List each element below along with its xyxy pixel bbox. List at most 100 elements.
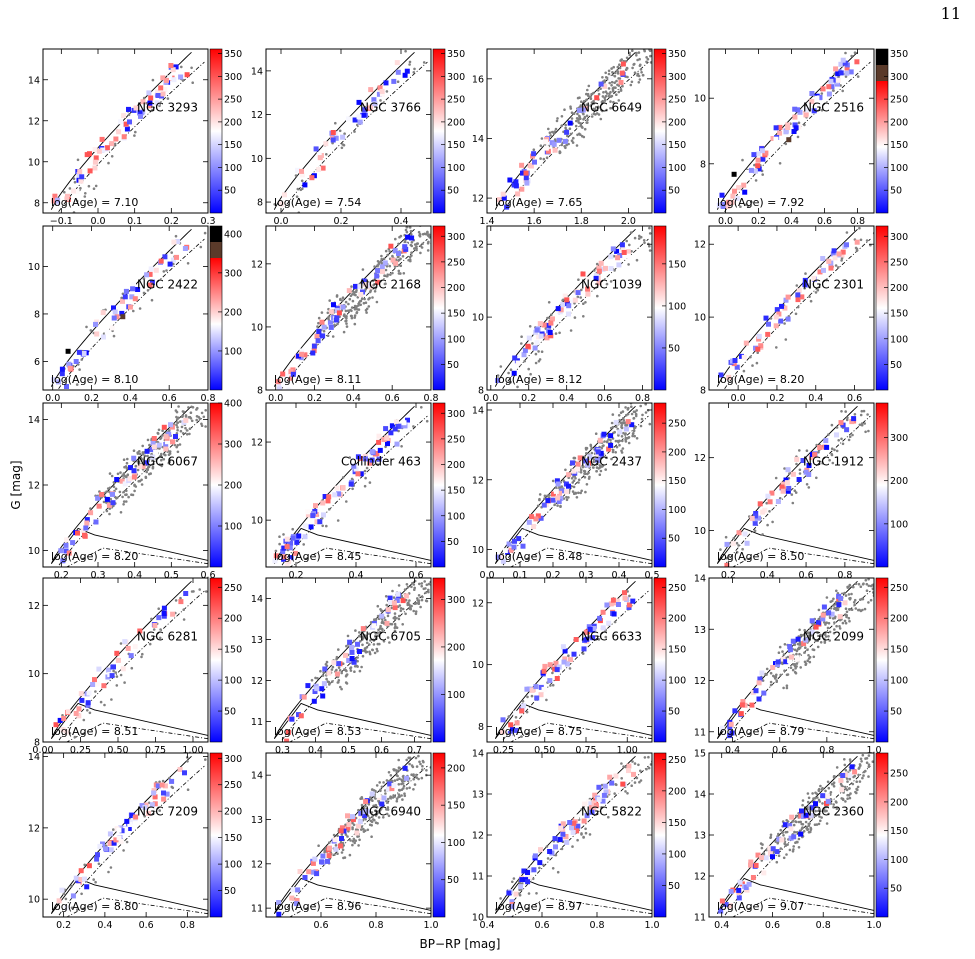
field-star [112,485,116,489]
member-star [284,738,290,742]
member-star [357,649,362,654]
field-star [801,823,805,826]
field-star [871,583,874,587]
field-star [321,524,325,528]
field-star [847,616,851,620]
member-star [520,543,526,549]
member-star [121,134,127,140]
member-star [791,834,797,840]
member-star [73,711,79,716]
field-star [621,417,625,420]
member-star [87,168,93,174]
field-star [120,296,123,300]
colorbar-tick-label: 250 [224,780,242,791]
colorbar-tick-label: 200 [890,283,908,294]
y-tick-label: 8 [34,738,40,749]
field-star [630,80,634,84]
member-star [789,814,795,820]
field-star [334,121,337,125]
member-star [320,333,326,339]
field-star [360,665,363,669]
field-star [830,452,833,456]
member-star [736,887,742,893]
field-star [790,493,794,496]
field-star [141,453,145,456]
field-star [353,304,357,308]
field-star [362,827,365,831]
field-star [631,760,634,763]
field-star [586,118,589,122]
field-star [143,454,147,458]
colorbar-tick-label: 150 [224,140,242,151]
field-star [838,627,842,630]
member-star [500,717,506,723]
field-star [817,798,821,802]
member-star [178,599,184,605]
member-star [341,828,347,834]
field-star [567,142,570,146]
field-star [373,290,377,293]
field-star [867,584,871,588]
member-star [791,129,797,134]
member-star [319,319,325,325]
member-star [808,812,814,818]
field-star [611,106,614,110]
field-star [301,187,304,191]
member-star [151,436,157,441]
field-star [834,800,838,803]
field-star [832,785,836,788]
colorbar [876,753,888,917]
field-star [572,485,576,489]
field-star [582,99,586,103]
member-star [794,656,800,662]
field-star [374,821,378,824]
member-star [167,261,173,267]
field-star [604,456,608,460]
member-star [603,265,608,271]
colorbar-frame [209,577,223,743]
field-star [800,827,804,830]
colorbar-tick-label: 200 [224,307,242,318]
plot-area [494,226,652,390]
field-star [589,104,592,107]
member-star [314,519,320,525]
member-star [345,813,350,819]
member-star [593,273,599,279]
cluster-name: NGC 2422 [137,277,198,291]
member-star [277,383,283,389]
colorbar-tick-label: 100 [668,676,686,687]
field-star [803,628,806,632]
field-star [833,628,836,631]
member-star [403,246,409,252]
colorbar [433,226,445,390]
member-star [719,725,725,731]
member-star [162,87,168,93]
field-star [618,66,622,70]
field-star [182,608,185,611]
member-star [63,905,69,911]
member-star [767,850,773,856]
member-star [315,338,321,344]
x-tick-label: 0.8 [589,920,604,931]
field-star [316,677,319,680]
colorbar-tick-label: 350 [447,49,465,60]
member-star [383,426,389,432]
member-star [76,172,82,177]
member-star [346,658,352,663]
member-star [785,488,791,494]
field-star [345,674,348,677]
colorbar-tick-label: 350 [224,49,242,60]
field-star [559,504,562,508]
member-star [495,378,501,383]
member-star [798,831,804,837]
field-star [542,157,546,161]
member-star [825,798,831,804]
field-star [398,766,401,770]
field-star [551,867,555,870]
field-star [556,870,560,874]
field-star [115,684,119,687]
member-star [808,455,814,461]
age-label: log(Age) = 8.10 [51,373,138,386]
member-star [151,444,157,450]
field-star [603,96,606,100]
